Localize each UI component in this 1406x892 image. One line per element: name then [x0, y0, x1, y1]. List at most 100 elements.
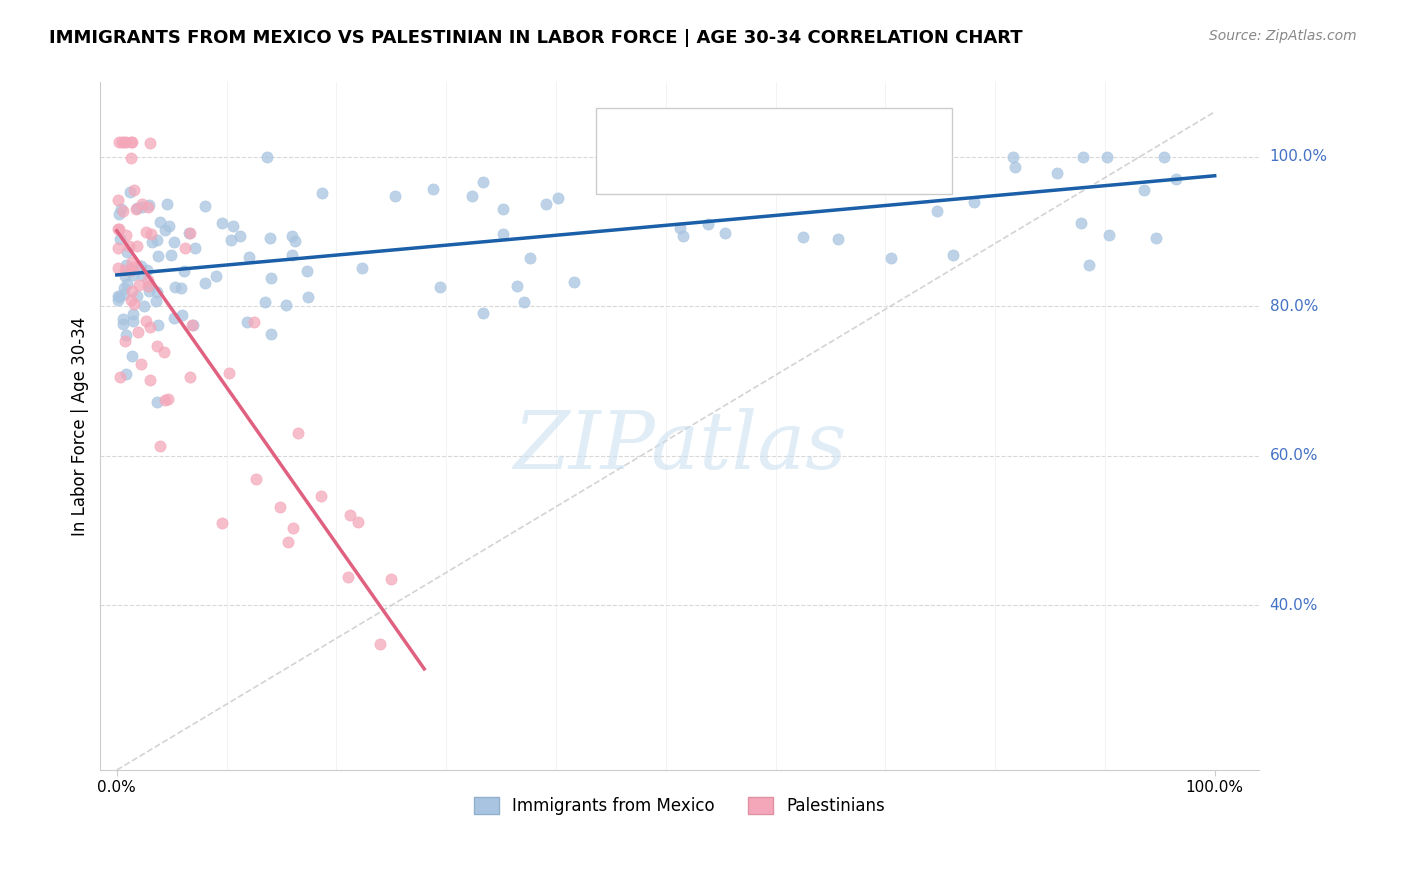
Point	[269, 500, 291, 514]
Point	[136, 200, 159, 214]
Point	[742, 150, 765, 164]
Point	[211, 216, 233, 230]
Point	[160, 248, 183, 262]
Point	[115, 135, 138, 149]
Point	[697, 217, 720, 231]
Point	[256, 150, 278, 164]
Point	[149, 215, 172, 229]
Point	[127, 201, 149, 215]
Point	[925, 204, 948, 219]
Point	[156, 197, 179, 211]
Point	[519, 252, 541, 266]
Legend: Immigrants from Mexico, Palestinians: Immigrants from Mexico, Palestinians	[465, 789, 893, 823]
Point	[221, 233, 243, 247]
Point	[194, 199, 217, 213]
Point	[461, 189, 484, 203]
Point	[211, 516, 233, 530]
Point	[118, 186, 141, 200]
Text: N =: N =	[778, 118, 807, 132]
Point	[112, 286, 135, 301]
Point	[122, 297, 145, 311]
Point	[135, 314, 157, 328]
Point	[121, 263, 143, 277]
Point	[108, 232, 131, 246]
Point	[163, 311, 186, 326]
Point	[942, 248, 965, 262]
Point	[281, 229, 304, 244]
Text: -0.348: -0.348	[697, 147, 756, 165]
Text: IMMIGRANTS FROM MEXICO VS PALESTINIAN IN LABOR FORCE | AGE 30-34 CORRELATION CHA: IMMIGRANTS FROM MEXICO VS PALESTINIAN IN…	[49, 29, 1022, 47]
Point	[141, 235, 163, 249]
Point	[148, 318, 170, 332]
Point	[284, 234, 307, 248]
Point	[117, 277, 139, 291]
Point	[125, 239, 148, 253]
Point	[107, 241, 129, 255]
Point	[295, 264, 318, 278]
Point	[204, 269, 226, 284]
Point	[422, 182, 444, 196]
Point	[1133, 183, 1156, 197]
Point	[472, 306, 495, 320]
Text: 60.0%: 60.0%	[1270, 449, 1319, 463]
Point	[153, 392, 176, 407]
Text: ZIPatlas: ZIPatlas	[513, 408, 846, 485]
Point	[125, 289, 148, 303]
Point	[281, 521, 304, 535]
Point	[131, 259, 153, 273]
Point	[112, 204, 135, 219]
Point	[136, 279, 159, 293]
Point	[114, 334, 136, 348]
Point	[121, 307, 143, 321]
Point	[153, 223, 176, 237]
Point	[238, 250, 260, 264]
Point	[107, 288, 129, 302]
Point	[112, 317, 135, 331]
Point	[336, 570, 359, 584]
Point	[114, 262, 136, 277]
Point	[131, 196, 153, 211]
Point	[562, 275, 585, 289]
Point	[107, 260, 129, 275]
Point	[593, 170, 616, 185]
Point	[506, 278, 529, 293]
Point	[131, 268, 153, 283]
Point	[221, 219, 243, 233]
Point	[780, 179, 803, 194]
Point	[121, 135, 143, 149]
Point	[172, 309, 194, 323]
Text: 80.0%: 80.0%	[1270, 299, 1317, 314]
Point	[720, 161, 742, 175]
Point	[492, 227, 515, 241]
Y-axis label: In Labor Force | Age 30-34: In Labor Force | Age 30-34	[72, 317, 89, 535]
Point	[277, 534, 299, 549]
Point	[121, 314, 143, 328]
Point	[107, 222, 129, 236]
Point	[111, 135, 134, 149]
Point	[311, 186, 333, 201]
Point	[107, 293, 129, 308]
Bar	[616, 147, 644, 165]
Point	[350, 260, 373, 275]
Point	[260, 270, 283, 285]
Point	[108, 290, 131, 304]
Point	[1073, 150, 1095, 164]
Text: R =: R =	[655, 149, 683, 163]
Point	[243, 315, 266, 329]
Point	[120, 263, 142, 277]
Point	[179, 226, 201, 240]
Point	[179, 369, 201, 384]
Point	[184, 241, 207, 255]
Point	[120, 135, 142, 149]
Point	[107, 194, 129, 208]
Point	[236, 315, 259, 329]
Point	[668, 221, 690, 235]
Point	[274, 298, 297, 312]
Text: 100.0%: 100.0%	[1270, 149, 1327, 164]
Text: 40.0%: 40.0%	[1270, 598, 1317, 613]
Text: Source: ZipAtlas.com: Source: ZipAtlas.com	[1209, 29, 1357, 44]
Point	[380, 572, 402, 586]
Point	[115, 245, 138, 260]
Point	[179, 226, 201, 240]
Point	[122, 268, 145, 282]
